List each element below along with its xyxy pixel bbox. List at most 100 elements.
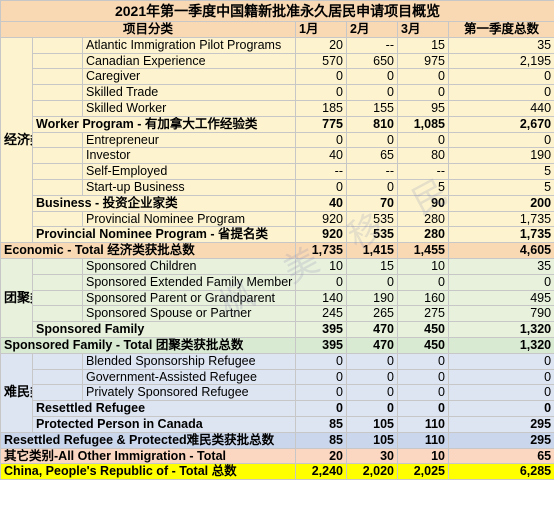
- cell-feb: 0: [346, 68, 398, 86]
- cell-jan: 20: [295, 36, 347, 54]
- cell-jan: 20: [295, 447, 347, 465]
- table-row: 经济类别 Atlantic Immigration Pilot Programs…: [0, 36, 554, 244]
- row-label: Blended Sponsorship Refugee: [82, 352, 296, 370]
- cell-jan: 395: [295, 321, 347, 338]
- cell-mar: 0: [397, 368, 449, 386]
- cell-mar: 450: [397, 321, 449, 338]
- cell-mar: 5: [397, 178, 449, 196]
- cell-feb: 650: [346, 52, 398, 70]
- cell-feb: 30: [346, 447, 398, 465]
- row-label: Sponsored Parent or Grandparent: [82, 289, 296, 307]
- total-row: Resettled Refugee & Protected难民类获批总数 85 …: [0, 431, 554, 449]
- cell-jan: 245: [295, 305, 347, 323]
- cell-jan: 775: [295, 115, 347, 133]
- cell-q1: 295: [447, 415, 554, 433]
- header-feb: 2月: [346, 21, 398, 38]
- cell-feb: 535: [346, 210, 398, 228]
- cell-q1: 6,285: [447, 463, 554, 481]
- total-row: Economic - Total 经济类获批总数 1,735 1,415 1,4…: [0, 242, 554, 259]
- cell-q1: 190: [447, 147, 554, 165]
- indent-cell: [32, 273, 83, 291]
- table-row: Investor 40 65 80 190: [1, 147, 554, 165]
- cell-mar: 0: [397, 400, 449, 417]
- cell-q1: 0: [447, 384, 554, 402]
- cell-q1: 35: [447, 36, 554, 54]
- cell-feb: 0: [346, 352, 398, 370]
- cell-mar: 975: [397, 52, 449, 70]
- cell-mar: 275: [397, 305, 449, 323]
- row-label: Provincial Nominee Program - 省提名类: [32, 226, 296, 244]
- cell-feb: 155: [346, 99, 398, 117]
- cell-jan: 185: [295, 99, 347, 117]
- category-family: 团聚类别: [0, 257, 33, 338]
- cell-q1: 790: [447, 305, 554, 323]
- cell-jan: 920: [295, 226, 347, 244]
- indent-cell: [32, 131, 83, 149]
- cell-mar: 0: [397, 352, 449, 370]
- table-row: Skilled Trade 0 0 0 0: [1, 84, 554, 101]
- subtotal-row: Worker Program - 有加拿大工作经验类 775 810 1,085…: [1, 115, 554, 133]
- indent-cell: [32, 36, 83, 54]
- cell-q1: 1,735: [447, 210, 554, 228]
- category-refugee: 难民类别: [0, 352, 33, 433]
- cell-feb: 0: [346, 178, 398, 196]
- cell-mar: 0: [397, 384, 449, 402]
- total-row: Sponsored Family - Total 团聚类获批总数 395 470…: [0, 336, 554, 354]
- cell-feb: --: [346, 163, 398, 180]
- indent-cell: [32, 305, 83, 323]
- cell-mar: 90: [397, 194, 449, 212]
- cell-q1: 65: [447, 447, 554, 465]
- cell-mar: 110: [397, 431, 449, 449]
- subtotal-row: Resettled Refugee 0 0 0 0: [1, 400, 554, 417]
- cell-feb: 15: [346, 257, 398, 275]
- indent-cell: [32, 68, 83, 86]
- cell-mar: --: [397, 163, 449, 180]
- cell-jan: 10: [295, 257, 347, 275]
- header-row: 项目分类 1月 2月 3月 第一季度总数: [0, 21, 554, 38]
- cell-mar: 10: [397, 257, 449, 275]
- cell-jan: 920: [295, 210, 347, 228]
- cell-mar: 80: [397, 147, 449, 165]
- cell-q1: 440: [447, 99, 554, 117]
- subtotal-row: Protected Person in Canada 85 105 110 29…: [1, 415, 554, 433]
- subtotal-row: Business - 投资企业家类 40 70 90 200: [1, 194, 554, 212]
- cell-feb: 535: [346, 226, 398, 244]
- row-label: Resettled Refugee & Protected难民类获批总数: [0, 431, 296, 449]
- cell-jan: 0: [295, 352, 347, 370]
- cell-q1: 2,670: [447, 115, 554, 133]
- cell-feb: 105: [346, 431, 398, 449]
- cell-mar: 2,025: [397, 463, 449, 481]
- cell-mar: 450: [397, 336, 449, 354]
- cell-q1: 200: [447, 194, 554, 212]
- cell-q1: 5: [447, 178, 554, 196]
- table-row: Entrepreneur 0 0 0 0: [1, 131, 554, 149]
- cell-q1: 0: [447, 273, 554, 291]
- cell-q1: 5: [447, 163, 554, 180]
- immigration-summary-table: 2021年第一季度中国籍新批准永久居民申请项目概览 项目分类 1月 2月 3月 …: [0, 0, 554, 481]
- indent-cell: [32, 368, 83, 386]
- cell-q1: 2,195: [447, 52, 554, 70]
- header-q1: 第一季度总数: [447, 21, 554, 38]
- cell-feb: 0: [346, 131, 398, 149]
- row-label: Privately Sponsored Refugee: [82, 384, 296, 402]
- cell-jan: 0: [295, 178, 347, 196]
- indent-cell: [32, 384, 83, 402]
- indent-cell: [32, 210, 83, 228]
- row-label: Sponsored Family: [32, 321, 296, 338]
- cell-jan: 85: [295, 415, 347, 433]
- row-label: 其它类别-All Other Immigration - Total: [0, 447, 296, 465]
- row-label: Protected Person in Canada: [32, 415, 296, 433]
- indent-cell: [32, 163, 83, 180]
- indent-cell: [32, 289, 83, 307]
- indent-cell: [32, 178, 83, 196]
- cell-q1: 1,320: [447, 321, 554, 338]
- cell-mar: 160: [397, 289, 449, 307]
- cell-q1: 1,735: [447, 226, 554, 244]
- cell-feb: 265: [346, 305, 398, 323]
- cell-q1: 0: [447, 131, 554, 149]
- cell-jan: 0: [295, 131, 347, 149]
- subtotal-row: Provincial Nominee Program - 省提名类 920 53…: [1, 226, 554, 244]
- cell-feb: 2,020: [346, 463, 398, 481]
- cell-jan: --: [295, 163, 347, 180]
- table-row: Skilled Worker 185 155 95 440: [1, 99, 554, 117]
